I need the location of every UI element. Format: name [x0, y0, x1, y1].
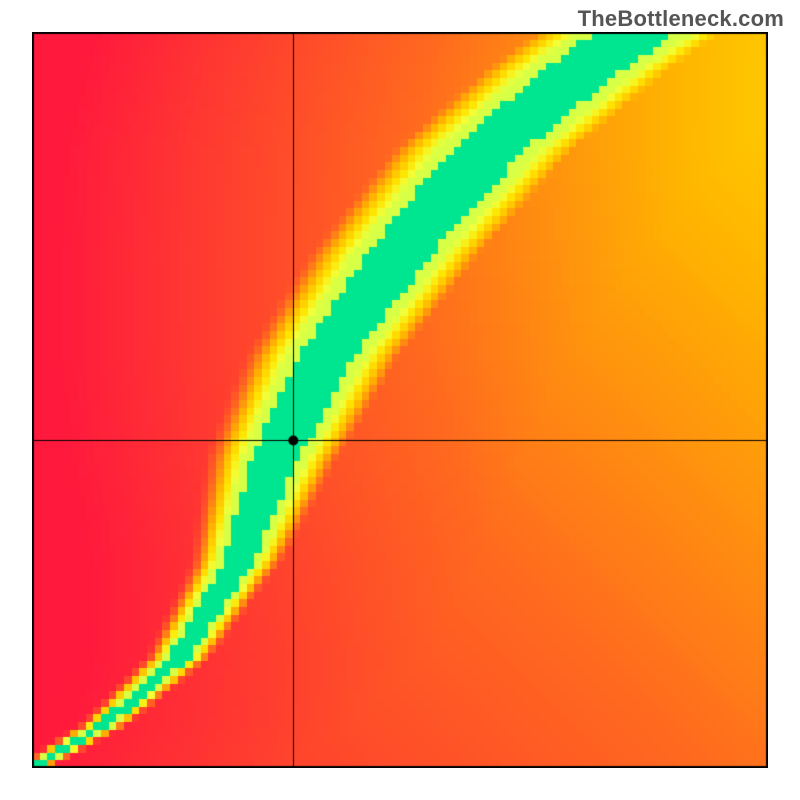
crosshair-overlay	[32, 32, 768, 768]
watermark-text: TheBottleneck.com	[578, 6, 784, 32]
chart-container: TheBottleneck.com	[0, 0, 800, 800]
